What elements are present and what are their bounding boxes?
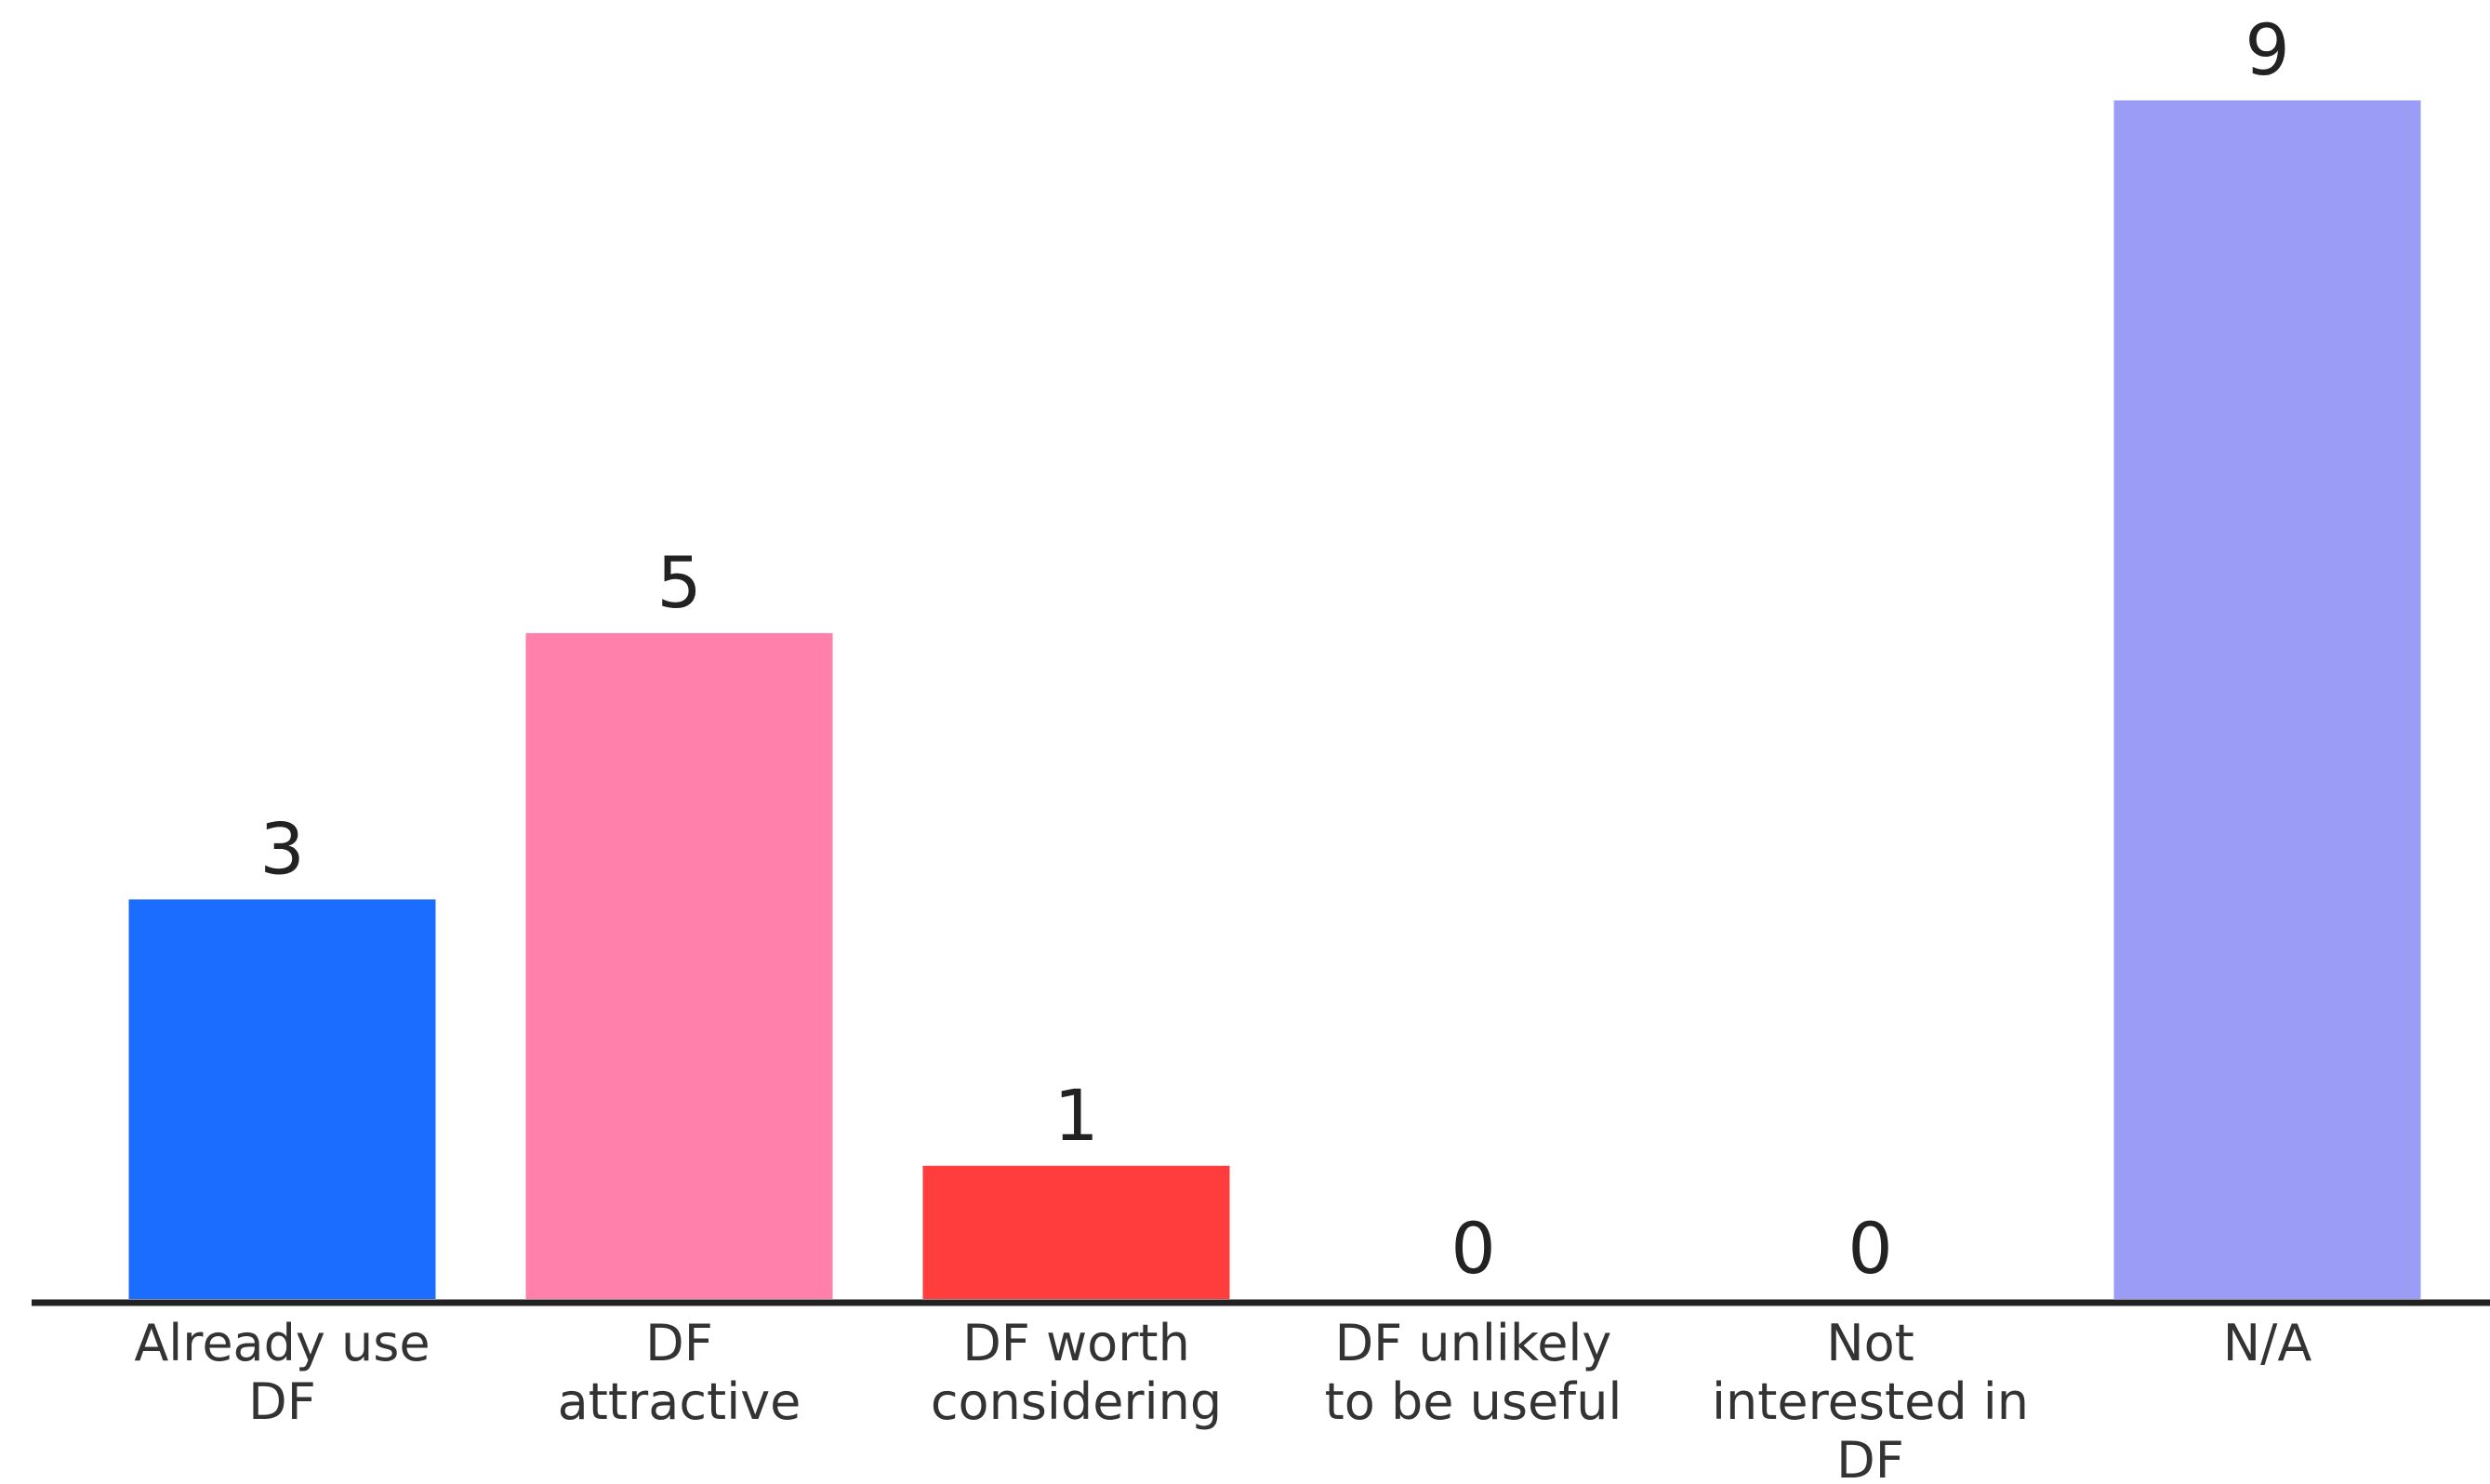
value-label: 0	[1848, 1207, 1892, 1290]
value-label: 5	[656, 541, 701, 624]
value-label: 3	[259, 807, 304, 890]
x-tick-label: DF unlikely	[1335, 1314, 1612, 1372]
bar	[922, 1165, 1230, 1299]
value-label: 0	[1450, 1207, 1495, 1290]
x-tick-label: DF	[248, 1372, 316, 1431]
x-tick-label: DF	[645, 1314, 713, 1372]
x-tick-label: to be useful	[1325, 1372, 1622, 1431]
x-tick-label: DF worth	[962, 1314, 1190, 1372]
x-tick-label: N/A	[2223, 1314, 2312, 1372]
x-tick-label: Not	[1826, 1314, 1914, 1372]
value-label: 9	[2245, 8, 2289, 91]
bar	[2113, 100, 2421, 1299]
x-tick-label: attractive	[558, 1372, 801, 1431]
bar	[128, 899, 436, 1299]
x-tick-label: considering	[931, 1372, 1222, 1431]
value-label: 1	[1053, 1074, 1098, 1157]
x-tick-label: DF	[1836, 1431, 1904, 1484]
x-tick-label: interested in	[1712, 1372, 2029, 1431]
bar	[525, 632, 833, 1299]
x-tick-label: Already use	[134, 1314, 430, 1372]
